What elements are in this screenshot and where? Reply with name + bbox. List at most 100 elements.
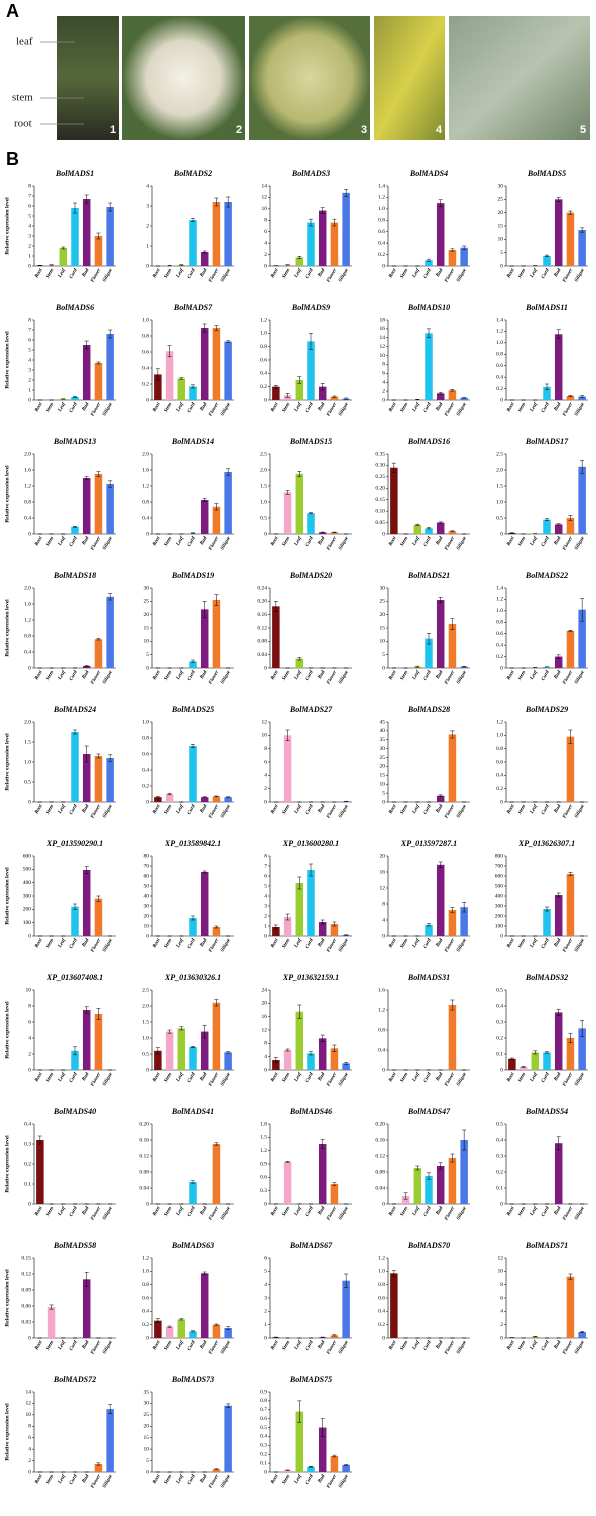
y-tick-label: 40	[144, 893, 150, 899]
x-tick-label: Curd	[423, 268, 433, 280]
x-tick-label: Stem	[46, 804, 56, 815]
y-tick-label: 0.8	[24, 499, 31, 505]
x-tick-label: Root	[34, 804, 43, 815]
y-tick-label: 0.4	[496, 1003, 503, 1009]
bar	[95, 363, 102, 400]
y-tick-label: 0.12	[139, 1153, 149, 1159]
x-tick-label: Bud	[317, 1340, 326, 1351]
x-tick-label: Stem	[164, 268, 174, 279]
x-tick-label: Stem	[164, 670, 174, 681]
bar	[224, 1052, 231, 1070]
y-tick-label: 80	[144, 853, 150, 859]
bar	[319, 1144, 326, 1204]
y-tick-label: 0.09	[21, 1287, 31, 1293]
y-tick-label: 8	[264, 1041, 267, 1047]
y-tick-label: 1.2	[24, 483, 31, 489]
bar	[189, 918, 196, 936]
y-tick-label: 0.1	[496, 1185, 503, 1191]
x-tick-label: Silique	[102, 401, 114, 417]
x-tick-label: Leaf	[293, 535, 303, 548]
bar	[95, 639, 102, 668]
x-tick-label: Bud	[199, 1340, 208, 1351]
bar	[213, 202, 220, 266]
x-tick-label: Silique	[338, 1339, 350, 1355]
chart-title: XP_013590290.1	[46, 839, 103, 848]
bar	[95, 899, 102, 936]
x-tick-label: Bud	[199, 670, 208, 681]
y-tick-label: 18	[380, 317, 386, 323]
y-tick-label: 0.6	[260, 1416, 267, 1422]
y-tick-label: 0.4	[378, 240, 385, 246]
bar	[201, 797, 208, 802]
x-tick-label: Flower	[208, 1072, 220, 1087]
x-tick-label: Bud	[553, 670, 562, 681]
x-tick-label: Stem	[518, 1340, 528, 1351]
bar	[578, 467, 585, 534]
part-label: leaf	[16, 36, 33, 48]
bar	[213, 796, 220, 802]
bar	[189, 1182, 196, 1204]
chart-title: BolMADS24	[53, 705, 96, 714]
y-tick-label: 1.2	[260, 317, 267, 323]
x-tick-label: Flower	[326, 1474, 338, 1489]
x-tick-label: Curd	[305, 670, 315, 682]
y-tick-label: 4	[500, 1309, 503, 1315]
y-tick-label: 1.0	[496, 608, 503, 614]
y-tick-label: 5	[28, 347, 31, 353]
bar	[272, 387, 279, 400]
x-tick-label: Leaf	[293, 1473, 303, 1486]
x-tick-label: Bud	[553, 938, 562, 949]
y-tick-label: 1.0	[142, 1269, 149, 1275]
x-tick-label: Silique	[456, 1339, 468, 1355]
y-tick-label: 1.6	[142, 467, 149, 473]
x-tick-label: Curd	[187, 1340, 197, 1352]
y-tick-label: 1.0	[24, 759, 31, 765]
y-tick-label: 0	[500, 665, 503, 671]
x-tick-label: Curd	[305, 1340, 315, 1352]
y-tick-label: 0	[28, 1335, 31, 1341]
x-tick-label: Flower	[562, 1340, 574, 1355]
x-tick-label: Leaf	[529, 1205, 539, 1218]
x-tick-label: Root	[388, 1206, 397, 1217]
x-tick-label: Silique	[574, 1071, 586, 1087]
bar	[201, 252, 208, 266]
y-tick-label: 100	[23, 920, 32, 926]
x-tick-label: Silique	[338, 937, 350, 953]
x-tick-label: Leaf	[175, 803, 185, 816]
bar	[449, 390, 456, 400]
y-tick-label: 16	[262, 1014, 268, 1020]
y-tick-label: 2.0	[24, 719, 31, 725]
y-tick-label: 4	[264, 240, 267, 246]
x-tick-label: Bud	[435, 804, 444, 815]
y-tick-label: 4	[28, 223, 31, 229]
y-tick-label: 0	[500, 1335, 503, 1341]
y-tick-label: 2	[28, 243, 31, 249]
x-tick-label: Flower	[326, 268, 338, 283]
y-tick-label: 8	[264, 853, 267, 859]
x-tick-label: Flower	[444, 938, 456, 953]
x-tick-label: Leaf	[411, 535, 421, 548]
x-tick-label: Bud	[553, 402, 562, 413]
x-tick-label: Flower	[208, 804, 220, 819]
y-tick-label: 700	[495, 863, 504, 869]
y-tick-label: 0.04	[375, 1185, 385, 1191]
bar	[106, 484, 113, 534]
y-tick-label: 1.2	[496, 329, 503, 335]
x-tick-label: Leaf	[175, 535, 185, 548]
x-tick-label: Stem	[400, 938, 410, 949]
x-tick-label: Silique	[574, 401, 586, 417]
y-tick-label: 0	[28, 665, 31, 671]
x-tick-label: Flower	[562, 1072, 574, 1087]
x-tick-label: Flower	[326, 1340, 338, 1355]
x-tick-label: Stem	[164, 804, 174, 815]
x-tick-label: Bud	[317, 268, 326, 279]
y-tick-label: 100	[495, 923, 504, 929]
x-tick-label: Bud	[199, 402, 208, 413]
x-tick-label: Bud	[81, 1474, 90, 1485]
x-tick-label: Silique	[574, 1205, 586, 1221]
bar	[449, 910, 456, 936]
x-tick-label: Silique	[456, 669, 468, 685]
x-tick-label: Curd	[541, 804, 551, 816]
x-tick-label: Bud	[553, 1206, 562, 1217]
x-tick-label: Leaf	[293, 267, 303, 280]
